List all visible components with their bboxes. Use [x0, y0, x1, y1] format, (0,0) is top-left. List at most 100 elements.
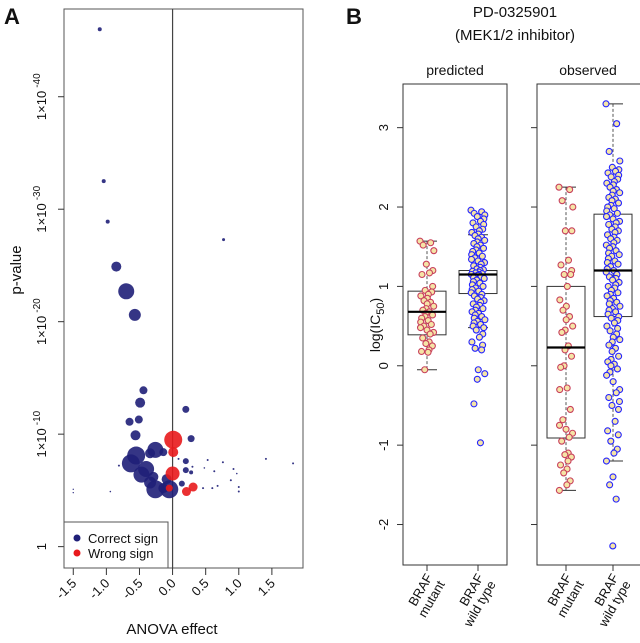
- point-correct-sign: [144, 476, 157, 489]
- data-point: [615, 251, 623, 259]
- data-point: [614, 324, 622, 333]
- data-point: [610, 319, 618, 327]
- data-point: [614, 289, 622, 297]
- y-tick-label: -1: [376, 439, 391, 451]
- strip-label: predicted: [426, 62, 484, 78]
- point-correct-sign: [101, 179, 106, 184]
- x-tick-label: -1.0: [86, 576, 112, 602]
- data-point: [616, 302, 624, 310]
- data-point: [430, 302, 438, 310]
- data-point: [603, 371, 611, 379]
- y-tick-label: 1: [34, 543, 49, 550]
- data-point: [425, 269, 434, 277]
- panel-predicted: predicted -2 -1 0 1 2 3 BRAFmutant BRAFwild type: [376, 62, 508, 630]
- point-correct-sign: [187, 435, 195, 443]
- data-point: [605, 147, 613, 156]
- data-point: [563, 282, 571, 290]
- data-point: [602, 457, 611, 465]
- data-point: [479, 244, 488, 252]
- data-point: [478, 252, 486, 260]
- data-point: [606, 327, 614, 335]
- y-tick-label: 2: [376, 203, 391, 210]
- legend-label-wrong: Wrong sign: [88, 546, 154, 561]
- point-correct-sign: [117, 464, 120, 467]
- point-correct-sign: [177, 457, 180, 460]
- data-point: [563, 481, 571, 489]
- panel-b-boxplot: PD-0325901 (MEK1/2 inhibitor) log(IC50) …: [367, 4, 640, 630]
- point-correct-sign: [237, 486, 240, 489]
- point-correct-sign: [182, 405, 190, 413]
- point-correct-sign: [229, 479, 232, 482]
- plot-frame: [536, 83, 640, 566]
- plot-frame: [63, 8, 304, 569]
- data-point: [605, 393, 613, 402]
- data-point: [557, 261, 565, 269]
- point-wrong-sign: [181, 487, 191, 497]
- y-tick-label: 1×10-40: [32, 73, 49, 120]
- data-point: [606, 481, 614, 489]
- point-correct-sign: [118, 283, 135, 300]
- data-point: [612, 495, 620, 503]
- data-point: [567, 352, 576, 360]
- data-point: [614, 260, 622, 268]
- data-point: [565, 433, 573, 441]
- data-point: [607, 314, 615, 322]
- data-point: [607, 362, 615, 370]
- data-point: [481, 370, 489, 378]
- y-tick-label: 1×10-30: [32, 185, 49, 232]
- chart-title-line2: (MEK1/2 inhibitor): [455, 27, 575, 44]
- data-point: [416, 324, 425, 332]
- legend-label-correct: Correct sign: [88, 531, 158, 546]
- data-point: [558, 197, 566, 205]
- point-correct-sign: [178, 480, 185, 487]
- data-point: [613, 365, 622, 373]
- data-point: [556, 386, 564, 394]
- point-correct-sign: [203, 467, 206, 469]
- data-point: [422, 339, 430, 348]
- data-point: [555, 486, 563, 494]
- data-point: [427, 239, 435, 247]
- point-correct-sign: [159, 448, 168, 457]
- point-correct-sign: [109, 490, 112, 493]
- data-point: [417, 347, 426, 356]
- data-point: [559, 416, 567, 424]
- y-tick-label: 1: [376, 283, 391, 290]
- data-point: [563, 384, 571, 392]
- data-point: [612, 308, 620, 316]
- data-point: [566, 405, 574, 413]
- y-label-main: log(IC: [367, 315, 383, 352]
- data-point: [426, 330, 434, 338]
- point-correct-sign: [264, 457, 267, 460]
- data-point: [611, 417, 619, 425]
- plot-frame: [402, 83, 508, 566]
- data-point: [610, 449, 618, 457]
- point-correct-sign: [133, 466, 150, 483]
- point-wrong-sign: [165, 466, 180, 481]
- data-point: [609, 473, 617, 481]
- point-correct-sign: [221, 461, 224, 464]
- data-point: [422, 260, 430, 268]
- data-point: [558, 328, 566, 336]
- scatter-points: [72, 9, 295, 568]
- data-point: [613, 209, 621, 217]
- panel-b-label: B: [346, 4, 362, 29]
- data-point: [614, 431, 622, 439]
- data-point: [481, 316, 489, 324]
- data-point: [608, 347, 616, 356]
- y-label-subscript: 50: [375, 303, 387, 315]
- data-point: [603, 292, 611, 300]
- point-correct-sign: [202, 487, 205, 490]
- data-point: [560, 270, 568, 279]
- point-correct-sign: [125, 417, 134, 426]
- x-tick-label: 0.5: [188, 576, 211, 599]
- point-correct-sign: [72, 491, 74, 494]
- point-correct-sign: [134, 415, 143, 424]
- data-point: [609, 378, 617, 386]
- data-point: [468, 338, 476, 346]
- data-point: [602, 100, 610, 108]
- strip-label: observed: [559, 62, 617, 78]
- point-correct-sign: [111, 261, 122, 272]
- data-point: [558, 437, 566, 445]
- data-point: [564, 256, 573, 264]
- data-point: [605, 341, 613, 349]
